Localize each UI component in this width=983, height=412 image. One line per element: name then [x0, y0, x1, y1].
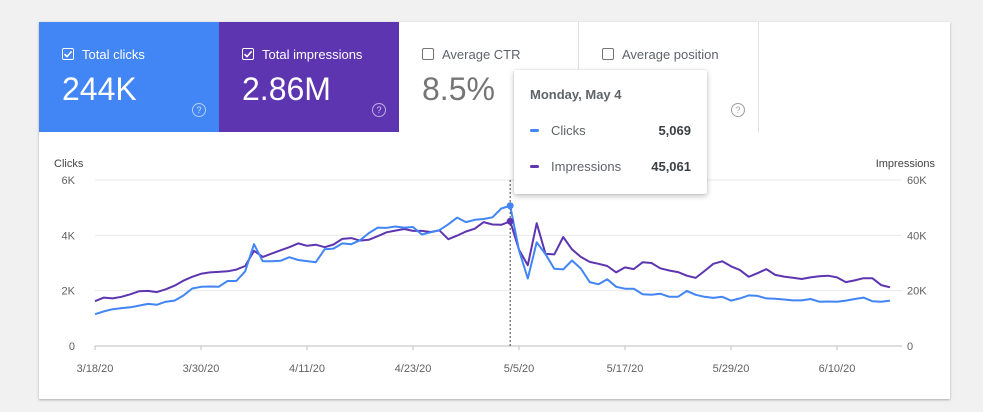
metric-label: Average CTR [442, 46, 521, 62]
tooltip-value: 45,061 [651, 159, 691, 174]
hover-point-clicks [506, 202, 514, 210]
tooltip-label: Clicks [551, 123, 586, 138]
help-icon[interactable]: ? [731, 103, 745, 117]
tooltip-row-impressions: Impressions 45,061 [530, 159, 691, 174]
hover-marker [506, 180, 514, 346]
help-icon[interactable]: ? [372, 103, 386, 117]
x-tick-label: 4/11/20 [289, 363, 325, 375]
right-axis-title: Impressions [876, 158, 936, 170]
series-line-clicks [94, 204, 891, 316]
series-line-impressions [94, 220, 891, 303]
hover-tooltip: Monday, May 4 Clicks 5,069 Impressions 4… [514, 70, 707, 194]
x-tick-label: 3/18/20 [77, 363, 114, 375]
tooltip-row-clicks: Clicks 5,069 [530, 123, 691, 138]
help-icon[interactable]: ? [192, 103, 206, 117]
y-right-tick-label: 0 [907, 341, 913, 353]
x-tick-label: 4/23/20 [395, 363, 432, 375]
hover-point-impressions [506, 217, 514, 225]
chart-grid [95, 179, 902, 347]
metric-label: Average position [622, 46, 719, 62]
performance-chart[interactable]: Clicks Impressions 0 0 2K 20K 4K 40K 6K 60K 3/18… [39, 22, 950, 399]
y-left-tick-label: 4K [62, 230, 76, 242]
chart-series [94, 204, 891, 316]
tooltip-label: Impressions [551, 159, 622, 174]
metric-value: 8.5% [422, 71, 495, 107]
y-right-tick-label: 40K [907, 230, 927, 242]
y-left-tick-label: 2K [62, 286, 76, 298]
metric-total-clicks[interactable]: Total clicks 244K ? [39, 22, 219, 132]
checkbox-unchecked-icon[interactable] [602, 48, 614, 60]
checkbox-checked-icon[interactable] [242, 48, 254, 60]
x-tick-label: 5/5/20 [504, 363, 535, 375]
x-tick-label: 5/17/20 [607, 363, 644, 375]
chart-ticks: 0 0 2K 20K 4K 40K 6K 60K 3/18/20 3/30/20 4/11/20 4/… [62, 175, 928, 375]
x-tick-label: 3/30/20 [183, 363, 220, 375]
checkbox-checked-icon[interactable] [62, 48, 74, 60]
clicks-swatch-icon [530, 129, 539, 132]
left-axis-title: Clicks [54, 158, 84, 170]
metric-value: 244K [62, 71, 137, 107]
x-tick-label: 5/29/20 [713, 363, 750, 375]
y-left-tick-label: 0 [69, 341, 75, 353]
y-right-tick-label: 60K [907, 175, 927, 187]
impressions-swatch-icon [530, 165, 539, 168]
tooltip-date: Monday, May 4 [530, 87, 622, 102]
performance-card: Total clicks 244K ? Total impressions 2.… [39, 22, 950, 399]
y-right-tick-label: 20K [907, 286, 927, 298]
x-tick-label: 6/10/20 [819, 363, 856, 375]
tooltip-value: 5,069 [658, 123, 691, 138]
checkbox-unchecked-icon[interactable] [422, 48, 434, 60]
y-left-tick-label: 6K [62, 175, 76, 187]
metric-label: Total clicks [82, 46, 145, 62]
metric-total-impressions[interactable]: Total impressions 2.86M ? [219, 22, 399, 132]
metric-value: 2.86M [242, 71, 331, 107]
metric-label: Total impressions [262, 46, 363, 62]
